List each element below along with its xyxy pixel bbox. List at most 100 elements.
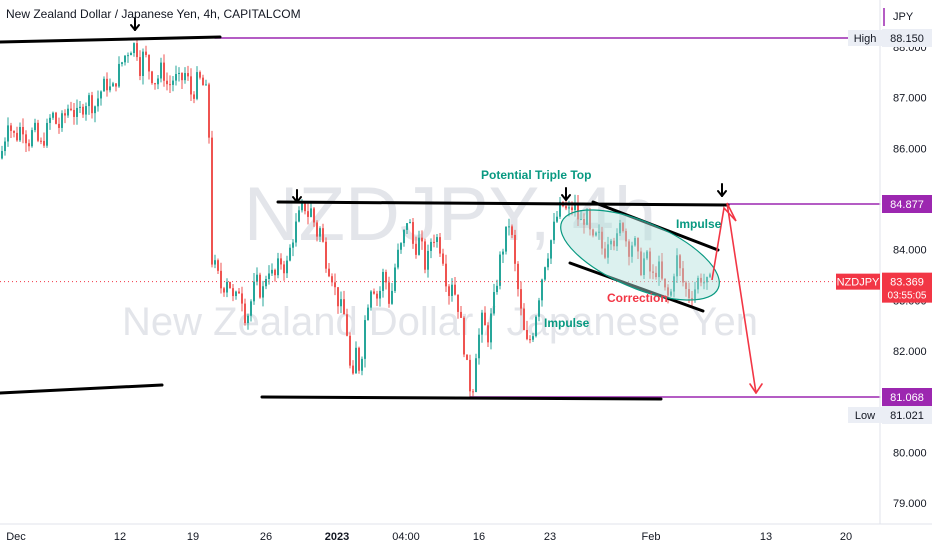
candle-body: [169, 84, 171, 86]
price-tick-label: 79.000: [893, 498, 927, 510]
high-label: High: [854, 33, 877, 45]
candle-body: [139, 57, 141, 76]
candle-body: [310, 208, 312, 217]
triple-top-line: [276, 200, 730, 207]
candle-body: [490, 313, 492, 343]
candle-body: [208, 84, 210, 138]
candle-body: [682, 268, 684, 283]
candle-body: [397, 249, 399, 268]
candle-body: [400, 243, 402, 250]
candle-body: [145, 51, 147, 55]
candle-body: [262, 286, 264, 298]
candle-body: [511, 226, 513, 235]
projection-path: [711, 202, 757, 394]
candle-body: [148, 54, 150, 72]
candle-body: [382, 271, 384, 291]
candle-body: [391, 290, 393, 304]
candle-body: [538, 300, 540, 317]
candle-body: [550, 240, 552, 259]
candle-body: [637, 237, 639, 252]
candle-body: [691, 298, 693, 300]
candle-body: [325, 241, 327, 269]
currency-selector[interactable]: JPY: [883, 8, 914, 26]
channel-lower-line: [568, 261, 705, 313]
candle-body: [523, 308, 525, 330]
range-support-line: [260, 395, 663, 401]
candle-body: [295, 221, 297, 243]
candle-body: [37, 122, 39, 141]
candle-body: [112, 83, 114, 87]
candle-body: [709, 274, 711, 277]
candle-body: [220, 270, 222, 289]
candle-body: [124, 55, 126, 63]
candle-body: [43, 140, 45, 146]
candle-body: [475, 358, 477, 392]
candle-body: [460, 311, 462, 318]
candle-body: [652, 271, 654, 273]
candle-body: [364, 320, 366, 359]
candle-body: [22, 127, 24, 135]
candle-body: [199, 72, 201, 78]
time-tick-label: Feb: [642, 531, 661, 543]
price-candles: [1, 38, 711, 397]
candle-body: [688, 289, 690, 299]
candle-body: [544, 267, 546, 280]
candle-body: [448, 286, 450, 296]
candle-body: [358, 347, 360, 371]
candle-body: [355, 347, 357, 374]
resistance-value-bg: [882, 195, 932, 213]
candle-body: [184, 73, 186, 81]
candle-body: [103, 78, 105, 92]
candle-body: [685, 282, 687, 290]
candle-body: [445, 263, 447, 287]
candle-body: [229, 281, 231, 289]
candle-body: [424, 241, 426, 270]
candle-body: [223, 288, 225, 293]
candle-body: [421, 237, 423, 242]
top-arrow-1-head: [134, 24, 140, 31]
drawings: Potential Triple Top Impulse Correction Imp…: [0, 17, 881, 401]
candle-body: [274, 269, 276, 276]
candle-body: [580, 219, 582, 221]
candle-body: [28, 143, 30, 147]
candle-body: [385, 271, 387, 283]
candle-body: [370, 291, 372, 308]
candle-body: [466, 354, 468, 360]
time-tick-label: 23: [544, 531, 556, 543]
candle-body: [496, 285, 498, 293]
candle-body: [499, 254, 501, 286]
candle-body: [118, 63, 120, 87]
candle-body: [484, 312, 486, 326]
candle-body: [271, 269, 273, 274]
candle-body: [247, 315, 249, 324]
candle-body: [205, 84, 207, 86]
candle-body: [706, 276, 708, 283]
candle-body: [505, 226, 507, 252]
candle-body: [121, 62, 123, 64]
candle-body: [316, 222, 318, 237]
candle-body: [520, 289, 522, 309]
price-tick-label: 84.000: [893, 245, 927, 257]
candle-body: [349, 335, 351, 366]
candle-body: [244, 303, 246, 324]
candle-body: [361, 358, 363, 371]
low-label-bg: [848, 407, 882, 423]
projection-arrow-head: [749, 383, 757, 394]
candle-body: [265, 278, 267, 287]
candle-body: [76, 107, 78, 117]
candle-body: [643, 258, 645, 276]
candle-body: [307, 211, 309, 217]
candle-body: [85, 106, 87, 115]
candle-body: [478, 334, 480, 359]
candle-body: [571, 207, 573, 211]
candle-body: [610, 240, 612, 245]
candle-body: [565, 206, 567, 209]
candle-body: [373, 291, 375, 294]
candle-body: [646, 251, 648, 259]
candle-body: [88, 95, 90, 107]
annotation-correction: Correction: [607, 291, 668, 305]
top-trend-line: [0, 35, 222, 44]
candle-body: [202, 77, 204, 86]
